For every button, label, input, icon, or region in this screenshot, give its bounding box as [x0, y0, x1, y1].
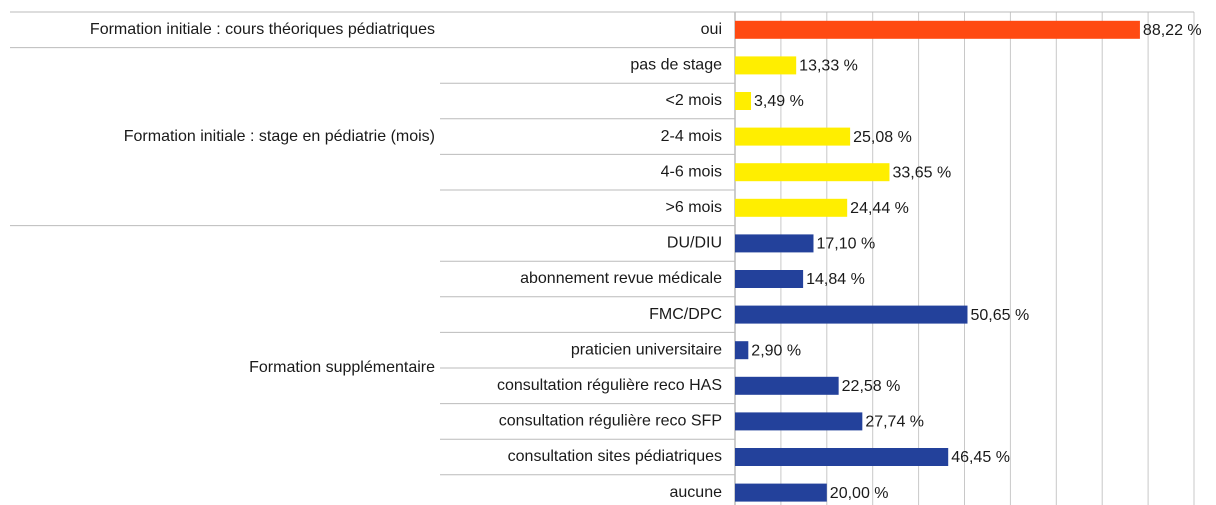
value-label: 50,65 % [970, 307, 1029, 324]
value-label: 13,33 % [799, 58, 858, 75]
group-label: Formation supplémentaire [249, 359, 435, 376]
value-label: 33,65 % [892, 164, 951, 181]
bar [735, 412, 863, 431]
bar [735, 234, 814, 253]
category-label: pas de stage [630, 57, 722, 74]
value-label: 88,22 % [1143, 22, 1202, 39]
value-label: 22,58 % [842, 378, 901, 395]
category-label: DU/DIU [667, 235, 722, 252]
bar [735, 198, 848, 217]
category-label: consultation régulière reco HAS [497, 377, 722, 394]
category-label: oui [701, 21, 722, 38]
bar [735, 92, 752, 110]
value-label: 3,49 % [754, 93, 804, 110]
bar [735, 127, 851, 146]
category-label: abonnement revue médicale [520, 270, 722, 287]
value-label: 20,00 % [830, 485, 889, 502]
bar [735, 163, 890, 182]
category-label: 2-4 mois [661, 128, 722, 145]
value-label: 24,44 % [850, 200, 909, 217]
value-label: 14,84 % [806, 271, 865, 288]
bar [735, 483, 827, 502]
bar [735, 270, 804, 288]
category-label: consultation régulière reco SFP [499, 413, 722, 430]
bar [735, 341, 749, 360]
category-label: aucune [670, 484, 723, 501]
group-label: Formation initiale : stage en pédiatrie … [124, 128, 435, 145]
bar [735, 20, 1140, 39]
value-label: 27,74 % [865, 414, 924, 431]
bar [735, 56, 797, 75]
bar [735, 448, 949, 466]
value-label: 17,10 % [816, 236, 875, 253]
value-label: 2,90 % [751, 342, 801, 359]
category-label: 4-6 mois [661, 163, 722, 180]
category-label: consultation sites pédiatriques [508, 448, 722, 465]
value-label: 25,08 % [853, 129, 912, 146]
value-label: 46,45 % [951, 449, 1010, 466]
category-label: praticien universitaire [571, 341, 722, 358]
category-label: >6 mois [666, 199, 722, 216]
category-label: FMC/DPC [649, 306, 722, 323]
bar [735, 376, 839, 395]
bar [735, 305, 968, 324]
group-label: Formation initiale : cours théoriques pé… [90, 21, 435, 38]
category-label: <2 mois [666, 92, 722, 109]
